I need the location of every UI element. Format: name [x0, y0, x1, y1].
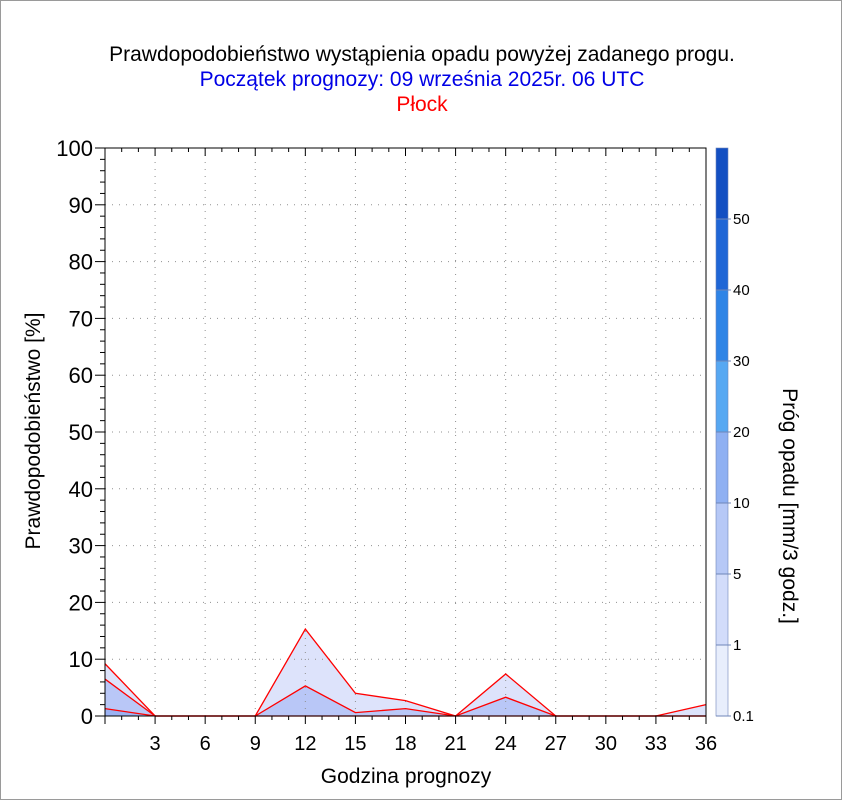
x-tick-label: 9 — [250, 733, 261, 755]
y-tick-label: 100 — [56, 136, 93, 161]
y-tick-label: 70 — [69, 306, 93, 331]
x-tick-label: 36 — [695, 733, 717, 755]
y-tick-label: 60 — [69, 363, 93, 388]
x-tick-label: 24 — [495, 733, 517, 755]
colorbar-segment — [716, 432, 728, 503]
grid-lines — [105, 148, 706, 716]
colorbar-tick-label: 0.1 — [733, 708, 754, 725]
x-tick-label: 27 — [545, 733, 567, 755]
colorbar-label: Próg opadu [mm/3 godz.] — [778, 388, 801, 624]
colorbar-segment — [716, 219, 728, 290]
colorbar-tick-label: 40 — [733, 282, 750, 299]
series-areas — [105, 629, 706, 716]
plot-area-border — [105, 148, 706, 716]
colorbar-segment — [716, 148, 728, 219]
x-tick-label: 30 — [595, 733, 617, 755]
x-tick-label: 18 — [394, 733, 416, 755]
colorbar-segment — [716, 290, 728, 361]
colorbar-segment — [716, 361, 728, 432]
x-axis-label: Godzina prognozy — [321, 765, 492, 788]
x-tick-label: 21 — [444, 733, 466, 755]
x-tick-label: 15 — [344, 733, 366, 755]
y-axis-ticks: 0 10 20 30 40 50 60 70 80 90 100 — [56, 136, 105, 729]
colorbar-tick-label: 5 — [733, 566, 741, 583]
colorbar-tick-label: 20 — [733, 424, 750, 441]
colorbar: 0.1 1 5 10 20 30 40 50 — [716, 148, 754, 725]
colorbar-tick-label: 10 — [733, 495, 750, 512]
colorbar-tick-label: 50 — [733, 211, 750, 228]
colorbar-segment — [716, 503, 728, 574]
y-tick-label: 50 — [69, 420, 93, 445]
x-tick-label: 3 — [150, 733, 161, 755]
y-tick-label: 10 — [69, 647, 93, 672]
series-area-1 — [105, 679, 706, 716]
y-tick-label: 30 — [69, 534, 93, 559]
colorbar-tick-label: 30 — [733, 353, 750, 370]
y-tick-label: 40 — [69, 477, 93, 502]
y-tick-label: 90 — [69, 193, 93, 218]
colorbar-tick-label: 1 — [733, 637, 741, 654]
colorbar-segment — [716, 645, 728, 716]
y-tick-label: 80 — [69, 250, 93, 275]
y-tick-label: 20 — [69, 590, 93, 615]
x-tick-label: 12 — [294, 733, 316, 755]
y-tick-label: 0 — [81, 704, 93, 729]
series-area-0 — [105, 629, 706, 716]
x-tick-label: 33 — [645, 733, 667, 755]
x-tick-label: 6 — [200, 733, 211, 755]
colorbar-segment — [716, 574, 728, 645]
y-axis-label: Prawdopodobieństwo [%] — [22, 313, 45, 550]
